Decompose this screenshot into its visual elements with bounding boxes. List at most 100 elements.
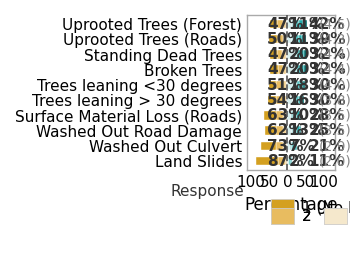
Bar (287, 126, 292, 135)
Bar (277, 50, 282, 59)
Bar (268, 81, 276, 89)
Bar (302, 96, 304, 104)
Bar (302, 35, 306, 44)
Text: 10%: 10% (288, 108, 325, 123)
Bar (270, 66, 278, 74)
Bar (287, 20, 291, 28)
Bar (294, 111, 297, 120)
Bar (299, 20, 303, 28)
Bar (286, 96, 287, 104)
Text: 2%: 2% (288, 154, 314, 169)
X-axis label: Percentage: Percentage (244, 196, 338, 214)
Bar (282, 50, 286, 59)
Bar (277, 20, 283, 28)
Text: (4.4): (4.4) (318, 48, 350, 62)
Bar (295, 20, 299, 28)
Text: 32%: 32% (309, 62, 345, 77)
Bar (276, 81, 282, 89)
Bar (292, 126, 294, 135)
Text: 11%: 11% (309, 154, 345, 169)
Bar (287, 50, 295, 59)
Bar (276, 96, 282, 104)
Text: (4.3): (4.3) (318, 32, 350, 46)
Bar (286, 142, 287, 150)
Bar (299, 96, 302, 104)
Bar (260, 142, 276, 150)
Text: 62%: 62% (267, 123, 303, 138)
Text: (4.5): (4.5) (318, 17, 350, 31)
Bar (287, 96, 293, 104)
Bar (303, 20, 307, 28)
Text: Response: Response (170, 183, 244, 199)
Text: 30%: 30% (309, 93, 345, 108)
Bar (287, 35, 291, 44)
Bar (297, 111, 300, 120)
Text: 50%: 50% (267, 32, 303, 47)
Text: (4.4): (4.4) (318, 63, 350, 77)
Text: 11%: 11% (288, 17, 325, 32)
Text: 63%: 63% (267, 108, 303, 123)
Bar (297, 126, 300, 135)
Bar (283, 111, 286, 120)
Bar (296, 81, 300, 89)
Bar (286, 111, 287, 120)
Bar (287, 157, 288, 165)
Bar (300, 81, 303, 89)
Bar (303, 81, 305, 89)
Bar (276, 126, 282, 135)
Text: 28%: 28% (309, 108, 345, 123)
Text: 32%: 32% (309, 47, 345, 62)
Text: 51%: 51% (267, 77, 303, 93)
Bar (300, 126, 301, 135)
Bar (286, 20, 287, 28)
Text: 18%: 18% (288, 77, 325, 93)
Text: 73%: 73% (267, 139, 303, 153)
Bar (282, 81, 286, 89)
Bar (283, 66, 286, 74)
Bar (295, 35, 299, 44)
Bar (291, 35, 295, 44)
Text: 20%: 20% (288, 47, 325, 62)
Text: 47%: 47% (267, 62, 303, 77)
Bar (295, 142, 297, 150)
Bar (295, 50, 297, 59)
Text: (3.8): (3.8) (318, 93, 350, 107)
Bar (286, 81, 287, 89)
Legend: 2, 4, 6, 8: 2, 4, 6, 8 (265, 202, 350, 230)
Bar (286, 126, 287, 135)
Text: 47%: 47% (267, 47, 303, 62)
Bar (269, 35, 277, 44)
Bar (291, 111, 294, 120)
Bar (287, 66, 295, 74)
Bar (277, 35, 283, 44)
Bar (287, 142, 290, 150)
Bar (270, 50, 277, 59)
Bar (283, 20, 286, 28)
Bar (283, 35, 286, 44)
Bar (299, 35, 302, 44)
Text: 16%: 16% (288, 93, 325, 108)
Bar (288, 157, 289, 165)
Bar (304, 66, 307, 74)
Bar (276, 111, 283, 120)
Bar (291, 157, 292, 165)
Bar (301, 50, 304, 59)
Bar (294, 81, 296, 89)
Bar (292, 142, 295, 150)
Bar (285, 157, 287, 165)
Bar (270, 20, 277, 28)
Bar (300, 111, 301, 120)
Text: 7%: 7% (288, 139, 314, 153)
Bar (276, 142, 283, 150)
Text: 30%: 30% (309, 77, 345, 93)
Bar (289, 157, 290, 165)
Bar (286, 35, 287, 44)
Bar (267, 96, 276, 104)
Bar (278, 157, 285, 165)
Text: 11%: 11% (288, 32, 325, 47)
Text: 21%: 21% (309, 139, 345, 153)
Bar (282, 96, 286, 104)
Bar (287, 111, 291, 120)
Text: 87%: 87% (267, 154, 303, 169)
Bar (287, 81, 294, 89)
